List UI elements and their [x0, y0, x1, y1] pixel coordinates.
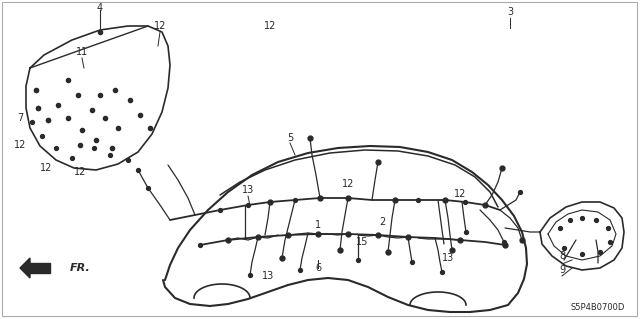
Polygon shape	[28, 263, 50, 273]
Text: 5: 5	[287, 133, 293, 143]
Text: 3: 3	[507, 7, 513, 17]
Text: 12: 12	[454, 189, 466, 199]
Text: 12: 12	[40, 163, 52, 173]
Text: 7: 7	[17, 113, 23, 123]
Text: S5P4B0700D: S5P4B0700D	[571, 303, 625, 312]
Text: 2: 2	[379, 217, 385, 227]
Text: 13: 13	[442, 253, 454, 263]
Text: 4: 4	[97, 3, 103, 13]
Text: 1: 1	[315, 220, 321, 230]
Text: 8: 8	[559, 251, 565, 261]
Text: 9: 9	[559, 265, 565, 275]
Text: 12: 12	[74, 167, 86, 177]
Text: 12: 12	[264, 21, 276, 31]
Text: 12: 12	[14, 140, 26, 150]
Polygon shape	[20, 258, 30, 278]
Text: 11: 11	[76, 47, 88, 57]
Text: 13: 13	[262, 271, 274, 281]
Text: 6: 6	[315, 263, 321, 273]
Text: FR.: FR.	[70, 263, 91, 273]
Text: 12: 12	[342, 179, 354, 189]
Text: 15: 15	[356, 237, 368, 247]
Text: 12: 12	[154, 21, 166, 31]
Text: 13: 13	[242, 185, 254, 195]
